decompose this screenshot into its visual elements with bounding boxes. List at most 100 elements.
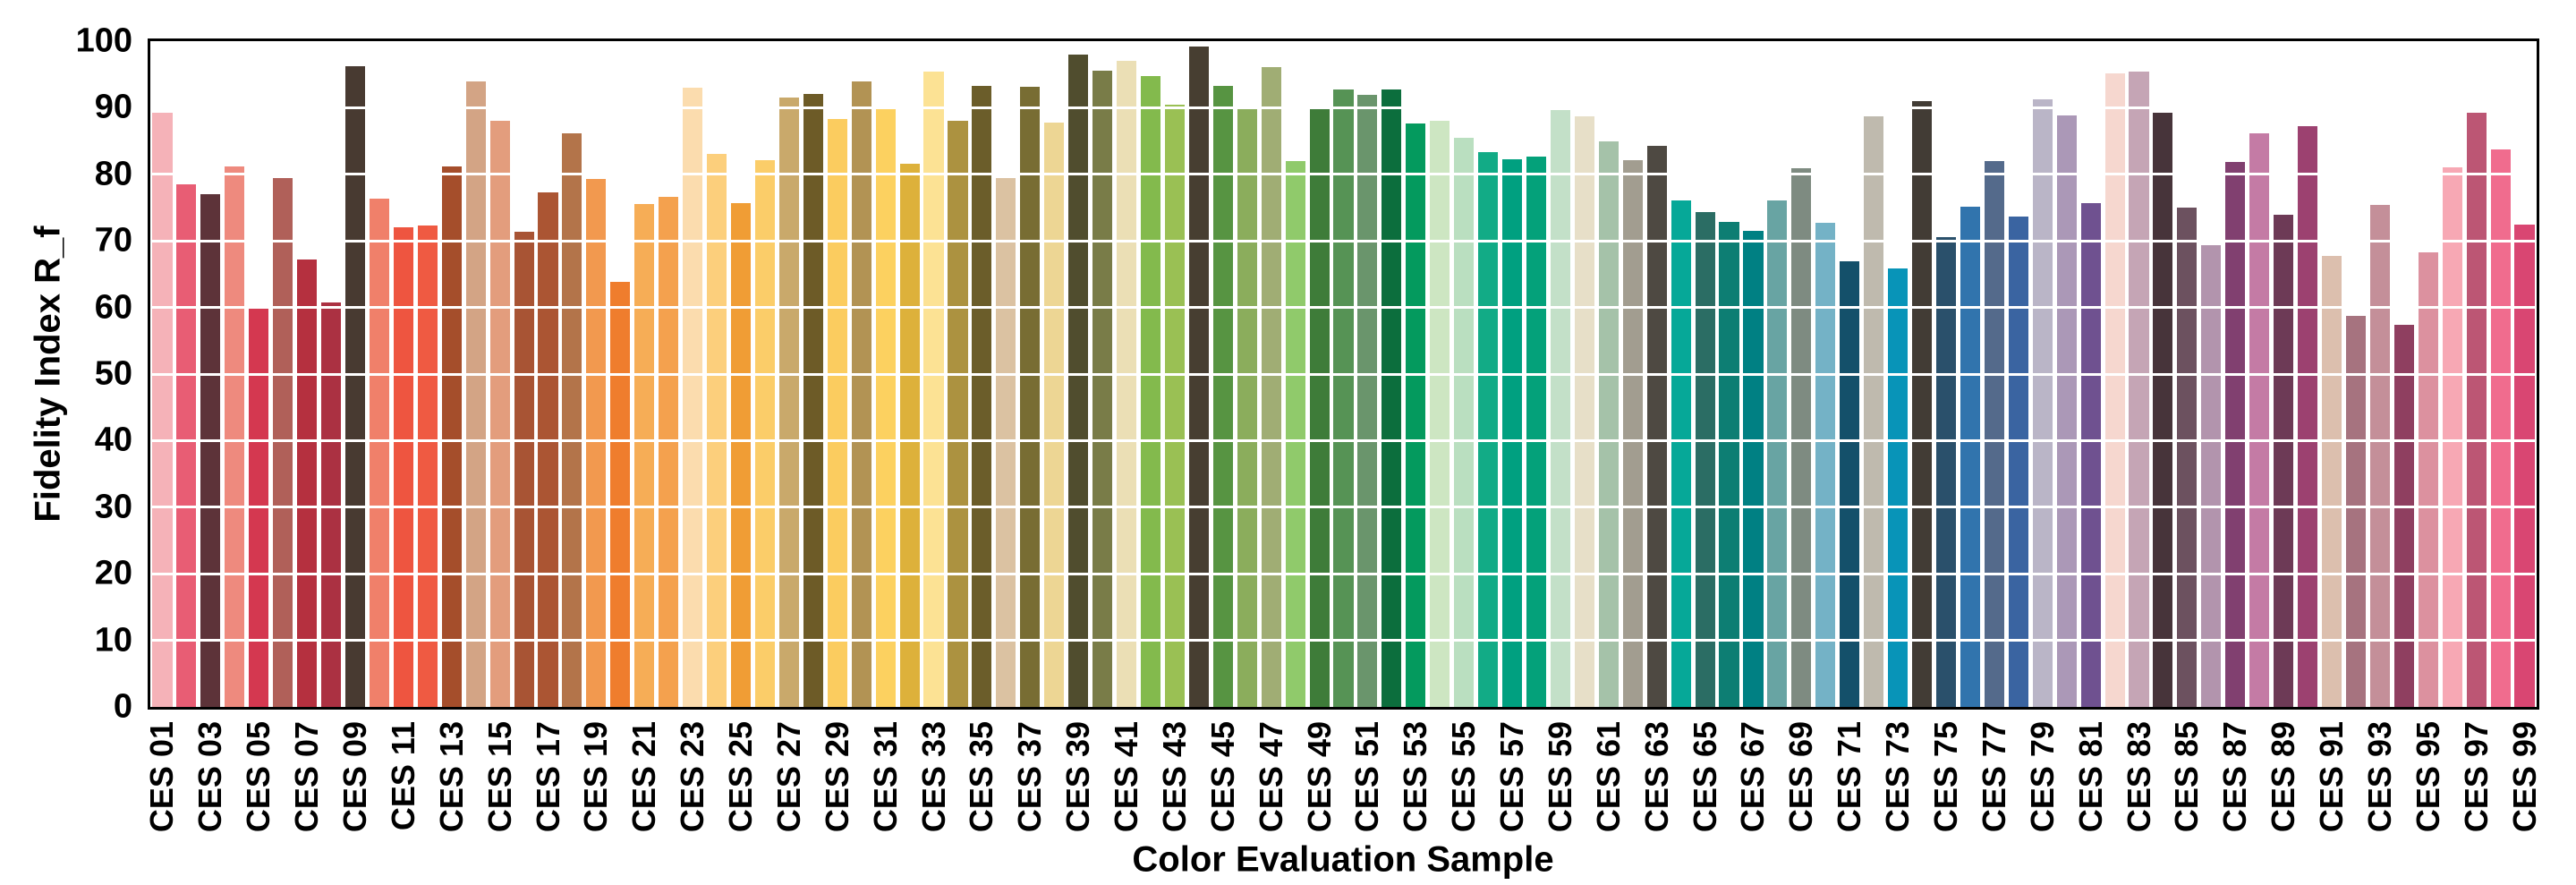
bar-ces-85 <box>2177 208 2198 707</box>
x-tick-label: CES 51 <box>1348 721 1386 833</box>
x-tick-label: CES 83 <box>2120 721 2157 833</box>
x-tick-ces-49: CES 49 <box>1301 721 1339 837</box>
bar-ces-92 <box>2345 315 2366 707</box>
bar-ces-27 <box>778 97 799 707</box>
bar-ces-19 <box>586 179 607 707</box>
x-tick-label: CES 97 <box>2457 721 2495 833</box>
bar-ces-76 <box>1960 206 1980 707</box>
bar-ces-33 <box>923 72 944 707</box>
bar-ces-89 <box>2274 215 2294 707</box>
bar-ces-81 <box>2080 202 2101 707</box>
bar-ces-36 <box>996 177 1016 707</box>
x-tick-label: CES 57 <box>1493 721 1531 833</box>
y-tick-20: 20 <box>94 554 132 592</box>
bar-ces-37 <box>1020 87 1041 707</box>
x-tick-label: CES 53 <box>1397 721 1434 833</box>
bar-ces-74 <box>1912 100 1933 707</box>
x-tick-ces-15: CES 15 <box>481 721 519 837</box>
x-tick-label: CES 39 <box>1059 721 1097 833</box>
y-tick-10: 10 <box>94 621 132 659</box>
x-tick-label: CES 95 <box>2409 721 2446 833</box>
x-tick-ces-11: CES 11 <box>385 721 422 835</box>
bar-ces-98 <box>2490 149 2511 707</box>
x-tick-ces-51: CES 51 <box>1348 721 1386 837</box>
x-tick-ces-05: CES 05 <box>240 721 277 837</box>
y-tick-30: 30 <box>94 488 132 526</box>
x-tick-label: CES 43 <box>1155 721 1193 833</box>
x-tick-ces-75: CES 75 <box>1927 721 1965 837</box>
x-tick-ces-97: CES 97 <box>2458 721 2495 837</box>
bar-ces-95 <box>2418 251 2438 707</box>
x-tick-label: CES 15 <box>480 721 518 833</box>
x-tick-ces-25: CES 25 <box>722 721 760 837</box>
bar-ces-62 <box>1622 160 1643 707</box>
x-tick-label: CES 63 <box>1637 721 1675 833</box>
bar-ces-47 <box>1261 67 1281 707</box>
x-tick-label: CES 35 <box>963 721 1000 833</box>
bar-ces-29 <box>827 119 847 707</box>
bar-ces-07 <box>297 260 318 707</box>
x-tick-ces-99: CES 99 <box>2506 721 2544 837</box>
bar-ces-26 <box>754 160 775 707</box>
x-tick-ces-13: CES 13 <box>433 721 471 837</box>
x-tick-ces-17: CES 17 <box>530 721 567 837</box>
x-tick-ces-27: CES 27 <box>770 721 808 837</box>
bar-ces-21 <box>634 203 655 707</box>
bar-ces-35 <box>972 85 992 707</box>
bar-ces-10 <box>369 198 389 707</box>
bar-ces-15 <box>489 120 510 707</box>
bar-ces-84 <box>2153 113 2173 707</box>
bar-ces-54 <box>1430 121 1450 707</box>
x-tick-label: CES 73 <box>1879 721 1917 833</box>
x-tick-label: CES 07 <box>288 721 326 833</box>
bar-ces-17 <box>538 191 558 707</box>
x-tick-label: CES 21 <box>625 721 663 833</box>
bar-ces-56 <box>1478 152 1499 707</box>
gridline-90 <box>150 106 2537 109</box>
x-tick-label: CES 75 <box>1926 721 1964 833</box>
y-tick-40: 40 <box>94 421 132 459</box>
bar-ces-08 <box>321 302 342 707</box>
x-tick-ces-67: CES 67 <box>1734 721 1772 837</box>
bar-ces-73 <box>1888 268 1909 707</box>
bar-ces-34 <box>948 121 968 707</box>
bar-ces-80 <box>2056 115 2077 707</box>
y-tick-60: 60 <box>94 288 132 327</box>
y-tick-100: 100 <box>75 21 132 60</box>
x-tick-label: CES 47 <box>1252 721 1289 833</box>
x-tick-label: CES 45 <box>1203 721 1241 833</box>
bar-ces-31 <box>875 107 896 707</box>
x-tick-ces-91: CES 91 <box>2313 721 2351 837</box>
x-tick-ces-31: CES 31 <box>867 721 905 837</box>
bar-ces-69 <box>1791 168 1812 707</box>
bar-ces-55 <box>1454 137 1475 707</box>
bar-ces-79 <box>2032 98 2053 707</box>
bar-ces-53 <box>1406 123 1426 707</box>
gridline-40 <box>150 438 2537 442</box>
x-tick-label: CES 33 <box>914 721 952 833</box>
bar-ces-14 <box>465 81 486 707</box>
bar-ces-40 <box>1092 70 1113 707</box>
x-tick-label: CES 69 <box>1782 721 1820 833</box>
x-tick-label: CES 23 <box>674 721 711 833</box>
x-tick-ces-83: CES 83 <box>2121 721 2158 837</box>
bar-ces-23 <box>683 88 703 707</box>
x-tick-label: CES 93 <box>2360 721 2398 833</box>
bar-ces-66 <box>1719 222 1739 707</box>
x-tick-ces-89: CES 89 <box>2265 721 2302 837</box>
x-tick-ces-73: CES 73 <box>1879 721 1917 837</box>
bar-ces-75 <box>1935 237 1957 707</box>
bar-ces-01 <box>152 112 173 707</box>
x-tick-ces-95: CES 95 <box>2410 721 2447 837</box>
bar-ces-58 <box>1526 156 1547 707</box>
bar-ces-52 <box>1382 89 1402 707</box>
gridline-60 <box>150 306 2537 310</box>
y-tick-70: 70 <box>94 221 132 260</box>
x-tick-label: CES 37 <box>1011 721 1049 833</box>
bar-ces-42 <box>1140 76 1161 707</box>
x-tick-label: CES 13 <box>432 721 470 833</box>
x-tick-ces-87: CES 87 <box>2216 721 2254 837</box>
bar-ces-12 <box>417 226 438 707</box>
x-tick-ces-39: CES 39 <box>1059 721 1097 837</box>
